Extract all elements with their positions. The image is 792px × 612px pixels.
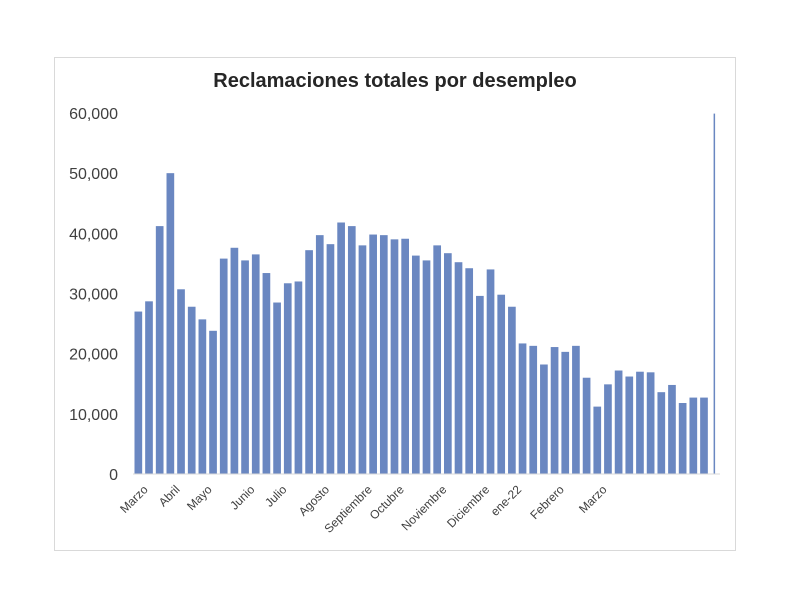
bar xyxy=(625,376,634,474)
bar xyxy=(572,345,580,474)
bar xyxy=(305,250,313,474)
x-tick-label: Febrero xyxy=(527,482,567,522)
bar xyxy=(529,345,538,474)
bar xyxy=(700,397,708,474)
bar xyxy=(582,377,591,474)
bar xyxy=(476,295,484,474)
x-tick-label: Mayo xyxy=(184,482,215,513)
y-tick-label: 40,000 xyxy=(69,226,118,243)
bar xyxy=(177,289,185,474)
bar xyxy=(593,406,602,474)
x-tick-label: Julio xyxy=(262,482,290,510)
y-tick-label: 20,000 xyxy=(69,347,118,364)
y-axis: 0 10,000 20,000 30,000 40,000 50,000 60,000 xyxy=(69,106,118,484)
bar xyxy=(283,283,292,474)
y-tick-label: 60,000 xyxy=(69,106,118,123)
x-axis: Marzo Abril Mayo Junio Julio AgostoSeptiembre… xyxy=(117,482,610,536)
bar xyxy=(294,281,303,474)
bar xyxy=(614,370,623,474)
bar xyxy=(251,254,260,474)
bar xyxy=(433,245,442,474)
x-tick-label: Abril xyxy=(156,482,183,509)
bar xyxy=(241,260,249,474)
bar xyxy=(326,244,335,474)
bar xyxy=(337,222,345,474)
bar xyxy=(379,235,388,474)
bar xyxy=(134,311,143,474)
bars xyxy=(134,113,716,474)
y-tick-label: 30,000 xyxy=(69,287,118,304)
bar xyxy=(209,330,217,474)
x-tick-label: Agosto xyxy=(296,482,333,519)
bar xyxy=(689,397,698,474)
bar xyxy=(401,238,409,474)
bar xyxy=(646,372,655,474)
bar xyxy=(145,301,153,474)
bar xyxy=(166,173,175,474)
bar xyxy=(411,255,420,474)
chart-title: Reclamaciones totales por desempleo xyxy=(213,70,577,92)
x-tick-label: ene-22 xyxy=(488,482,525,519)
bar xyxy=(315,235,324,474)
bar xyxy=(347,226,356,474)
bar xyxy=(540,364,548,474)
bar xyxy=(636,371,644,474)
bar xyxy=(422,260,431,474)
bar xyxy=(444,253,452,474)
bar xyxy=(508,306,516,474)
x-tick-label: Octubre xyxy=(367,482,407,522)
bar xyxy=(657,392,666,474)
y-tick-label: 50,000 xyxy=(69,166,118,183)
bar xyxy=(678,403,687,474)
bar xyxy=(187,306,196,474)
bar xyxy=(273,302,281,474)
x-tick-label: Noviembre xyxy=(399,482,450,533)
bar xyxy=(219,258,228,474)
bar xyxy=(668,384,676,474)
bar xyxy=(155,226,164,474)
bar xyxy=(604,384,612,474)
y-tick-label: 10,000 xyxy=(69,407,118,424)
bar xyxy=(262,273,271,474)
bar xyxy=(465,268,474,474)
bar xyxy=(230,247,239,474)
bar xyxy=(358,245,367,474)
x-tick-label: Marzo xyxy=(576,482,610,516)
bar xyxy=(390,239,399,474)
x-tick-label: Diciembre xyxy=(444,482,492,530)
bar xyxy=(369,234,377,474)
x-tick-label: Junio xyxy=(227,482,257,512)
bar xyxy=(497,294,506,474)
bar xyxy=(713,113,716,474)
bar xyxy=(561,351,570,474)
y-tick-label: 0 xyxy=(109,467,118,484)
bar xyxy=(454,262,463,474)
bar xyxy=(550,347,559,474)
x-tick-label: Marzo xyxy=(117,482,151,516)
bar xyxy=(198,319,207,474)
bar xyxy=(518,343,527,474)
bar xyxy=(486,269,495,474)
